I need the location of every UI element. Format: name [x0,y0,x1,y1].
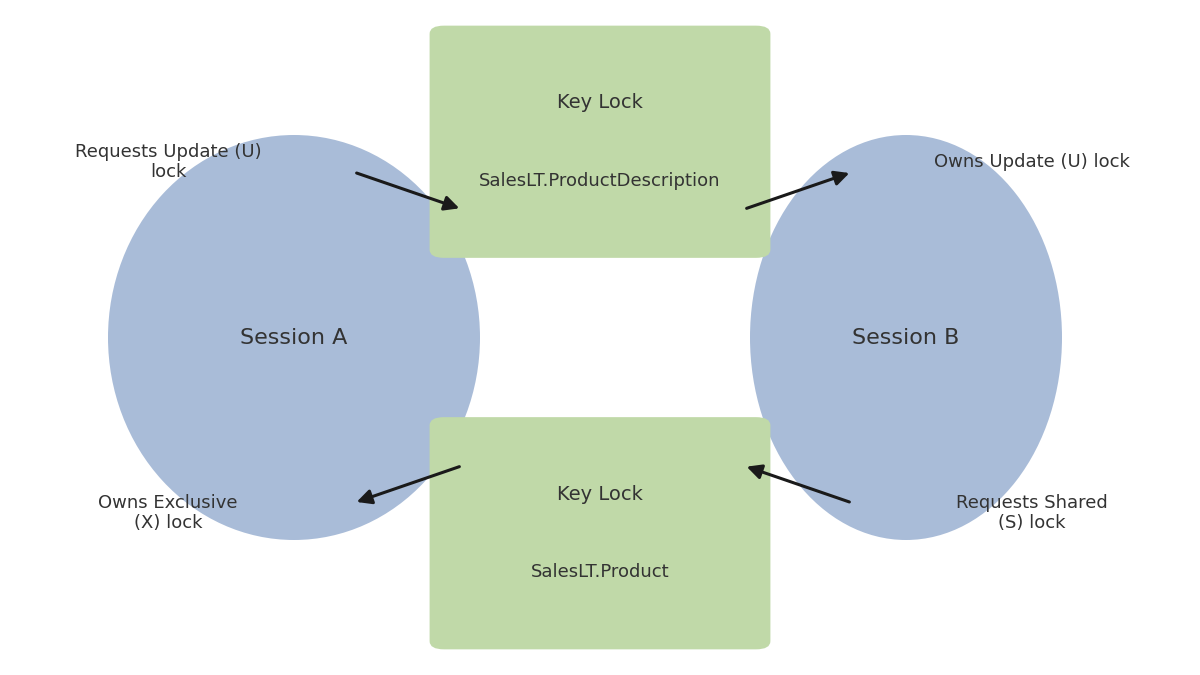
Text: Requests Shared
(S) lock: Requests Shared (S) lock [956,493,1108,533]
Text: SalesLT.Product: SalesLT.Product [530,563,670,581]
Text: Requests Update (U)
lock: Requests Update (U) lock [74,142,262,182]
Text: Owns Exclusive
(X) lock: Owns Exclusive (X) lock [98,493,238,533]
FancyBboxPatch shape [430,417,770,649]
Text: SalesLT.ProductDescription: SalesLT.ProductDescription [479,171,721,190]
Ellipse shape [750,135,1062,540]
Text: Key Lock: Key Lock [557,93,643,112]
Text: Owns Update (U) lock: Owns Update (U) lock [934,153,1130,171]
Text: Session A: Session A [240,327,348,348]
FancyBboxPatch shape [430,26,770,258]
Text: Key Lock: Key Lock [557,485,643,504]
Text: Session B: Session B [852,327,960,348]
Ellipse shape [108,135,480,540]
